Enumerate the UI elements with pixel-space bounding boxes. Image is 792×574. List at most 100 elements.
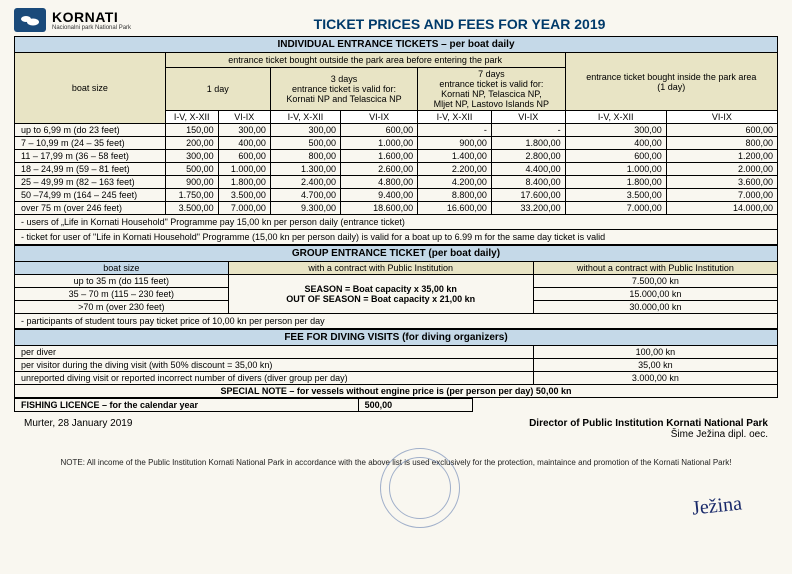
price-cell: 3.500,00 <box>165 202 218 215</box>
price-cell: 600,00 <box>666 124 777 137</box>
price-cell: 800,00 <box>270 150 340 163</box>
boat-size-cell: 11 – 17,99 m (36 – 58 feet) <box>15 150 166 163</box>
price-cell: 8.400,00 <box>491 176 565 189</box>
group-row-label: 35 – 70 m (115 – 230 feet) <box>15 288 229 301</box>
price-cell: 400,00 <box>565 137 666 150</box>
price-cell: 500,00 <box>165 163 218 176</box>
logo-subtitle: Nacionalni park National Park <box>52 25 131 31</box>
price-cell: 3.500,00 <box>218 189 270 202</box>
price-cell: 1.300,00 <box>270 163 340 176</box>
price-cell: 2.200,00 <box>418 163 492 176</box>
season-col-header: I-V, X-XII <box>165 111 218 124</box>
section3-header: FEE FOR DIVING VISITS (for diving organi… <box>15 330 778 346</box>
group-col-without: without a contract with Public Instituti… <box>533 262 777 275</box>
price-cell: 4.800,00 <box>341 176 418 189</box>
price-cell: 17.600,00 <box>491 189 565 202</box>
group-col-with: with a contract with Public Institution <box>228 262 533 275</box>
price-cell: 2.800,00 <box>491 150 565 163</box>
price-cell: 300,00 <box>165 150 218 163</box>
price-cell: 500,00 <box>270 137 340 150</box>
price-cell: 1.200,00 <box>666 150 777 163</box>
diving-fee-label: per diver <box>15 346 534 359</box>
logo-name: KORNATI <box>52 9 131 25</box>
season-col-header: VI-IX <box>666 111 777 124</box>
diving-fee-value: 35,00 kn <box>533 359 777 372</box>
footer-director-name: Šime Ježina dipl. oec. <box>529 429 768 440</box>
section1-header: INDIVIDUAL ENTRANCE TICKETS – per boat d… <box>15 37 778 53</box>
boat-size-cell: 50 –74,99 m (164 – 245 feet) <box>15 189 166 202</box>
price-cell: 4.700,00 <box>270 189 340 202</box>
stamp-icon <box>380 448 460 528</box>
col-7days: 7 days entrance ticket is valid for: Kor… <box>418 68 565 111</box>
diving-fee-label: per visitor during the diving visit (wit… <box>15 359 534 372</box>
boat-size-cell: 18 – 24,99 m (59 – 81 feet) <box>15 163 166 176</box>
price-cell: 1.800,00 <box>218 176 270 189</box>
out-season-line: OUT OF SEASON = Boat capacity x 21,00 kn <box>233 294 529 304</box>
diving-fee-value: 3.000,00 kn <box>533 372 777 385</box>
diving-fee-value: 100,00 kn <box>533 346 777 359</box>
season-line: SEASON = Boat capacity x 35,00 kn <box>233 284 529 294</box>
page-title: TICKET PRICES AND FEES FOR YEAR 2019 <box>141 16 778 32</box>
price-cell: 1.000,00 <box>341 137 418 150</box>
boat-size-cell: 7 – 10,99 m (24 – 35 feet) <box>15 137 166 150</box>
season-col-header: VI-IX <box>218 111 270 124</box>
group-row-wo: 7.500,00 kn <box>533 275 777 288</box>
price-cell: 33.200,00 <box>491 202 565 215</box>
footer-director-title: Director of Public Institution Kornati N… <box>529 418 768 429</box>
boat-size-cell: 25 – 49,99 m (82 – 163 feet) <box>15 176 166 189</box>
section2-header: GROUP ENTRANCE TICKET (per boat daily) <box>15 246 778 262</box>
section1-note2: - ticket for user of "Life in Kornati Ho… <box>15 230 778 245</box>
price-cell: 3.500,00 <box>565 189 666 202</box>
price-cell: 2.400,00 <box>270 176 340 189</box>
price-cell: 150,00 <box>165 124 218 137</box>
boat-size-cell: up to 6,99 m (do 23 feet) <box>15 124 166 137</box>
price-cell: 14.000,00 <box>666 202 777 215</box>
empty-cell <box>473 399 778 412</box>
price-cell: 9.400,00 <box>341 189 418 202</box>
group-row-wo: 30.000,00 kn <box>533 301 777 314</box>
section2-note: - participants of student tours pay tick… <box>15 314 778 329</box>
price-cell: 1.000,00 <box>218 163 270 176</box>
special-note: SPECIAL NOTE – for vessels without engin… <box>15 385 778 398</box>
price-cell: 200,00 <box>165 137 218 150</box>
price-cell: 900,00 <box>418 137 492 150</box>
price-cell: 1.000,00 <box>565 163 666 176</box>
price-cell: 7.000,00 <box>218 202 270 215</box>
group-row-label: >70 m (over 230 feet) <box>15 301 229 314</box>
price-cell: 4.400,00 <box>491 163 565 176</box>
price-cell: 2.000,00 <box>666 163 777 176</box>
price-cell: 600,00 <box>218 150 270 163</box>
col-3days: 3 days entrance ticket is valid for: Kor… <box>270 68 417 111</box>
logo: KORNATI Nacionalni park National Park <box>14 8 131 32</box>
season-col-header: VI-IX <box>491 111 565 124</box>
price-cell: 4.200,00 <box>418 176 492 189</box>
price-cell: 600,00 <box>565 150 666 163</box>
price-cell: 1.750,00 <box>165 189 218 202</box>
section1-note1: - users of „Life in Kornati Household" P… <box>15 215 778 230</box>
logo-icon <box>14 8 46 32</box>
price-cell: 800,00 <box>666 137 777 150</box>
price-cell: 1.400,00 <box>418 150 492 163</box>
group-with-contract-cell: SEASON = Boat capacity x 35,00 kn OUT OF… <box>228 275 533 314</box>
season-col-header: I-V, X-XII <box>270 111 340 124</box>
price-cell: 16.600,00 <box>418 202 492 215</box>
col-1day: 1 day <box>165 68 270 111</box>
price-cell: 900,00 <box>165 176 218 189</box>
season-col-header: I-V, X-XII <box>565 111 666 124</box>
price-cell: 7.000,00 <box>666 189 777 202</box>
header-row: KORNATI Nacionalni park National Park TI… <box>14 8 778 32</box>
price-cell: 7.000,00 <box>565 202 666 215</box>
price-cell: 1.600,00 <box>341 150 418 163</box>
group-tickets-table: GROUP ENTRANCE TICKET (per boat daily) b… <box>14 245 778 329</box>
price-cell: 600,00 <box>341 124 418 137</box>
diving-fee-label: unreported diving visit or reported inco… <box>15 372 534 385</box>
boat-size-cell: over 75 m (over 246 feet) <box>15 202 166 215</box>
price-cell: 3.600,00 <box>666 176 777 189</box>
individual-tickets-table: INDIVIDUAL ENTRANCE TICKETS – per boat d… <box>14 36 778 245</box>
fishing-licence-table: FISHING LICENCE – for the calendar year … <box>14 398 778 412</box>
price-cell: 300,00 <box>565 124 666 137</box>
price-cell: 8.800,00 <box>418 189 492 202</box>
inside-park-header: entrance ticket bought inside the park a… <box>565 53 777 111</box>
signature-icon: Ježina <box>691 492 743 520</box>
fishing-value: 500,00 <box>358 399 473 412</box>
